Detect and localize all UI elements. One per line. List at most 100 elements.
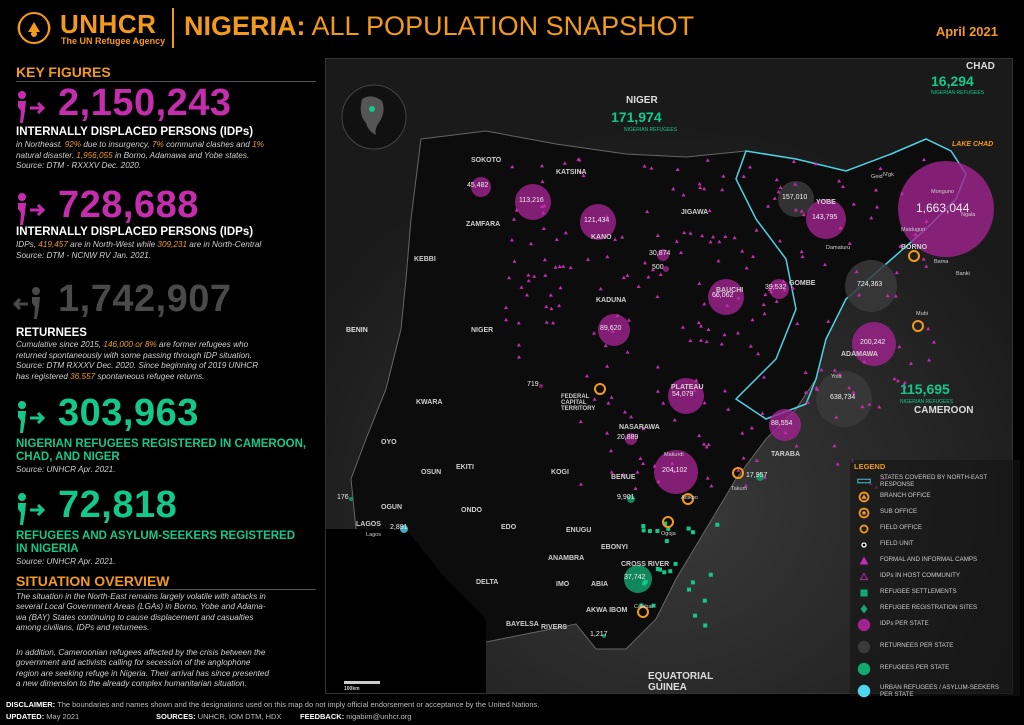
camp-marker xyxy=(726,407,731,411)
camp-marker xyxy=(805,400,810,404)
bubble-yobe-returnees[interactable] xyxy=(778,181,814,217)
bubble-akwa-ibom[interactable] xyxy=(602,634,606,638)
camp-marker xyxy=(629,414,634,419)
camp-marker xyxy=(840,184,845,189)
text: natural disaster. xyxy=(16,150,77,160)
camp-marker xyxy=(578,482,583,486)
camp-marker xyxy=(900,191,905,196)
bubble-adamawa-returnees[interactable] xyxy=(816,371,872,427)
bubble-lagos[interactable] xyxy=(400,525,408,533)
bubble-kano-2[interactable] xyxy=(663,266,669,272)
camp-marker xyxy=(610,329,615,333)
camp-marker xyxy=(658,272,663,277)
bubble-kano[interactable] xyxy=(657,249,669,261)
bubble-katsina[interactable] xyxy=(580,204,616,240)
bubble-value: 176 xyxy=(337,494,349,501)
state-label-federal-capital-territory: FEDERAL CAPITAL TERRITORY xyxy=(561,394,596,412)
legend-item: SUB OFFICE xyxy=(854,506,1018,520)
camp-marker xyxy=(672,469,677,473)
bubble-taraba[interactable] xyxy=(769,409,801,441)
refugee-settlement-marker xyxy=(658,567,663,572)
camp-marker xyxy=(656,479,661,484)
pct-insurgency: 92% xyxy=(64,140,82,149)
bubble-adamawa-idps[interactable] xyxy=(852,322,896,366)
idps-northeast-figure: 2,150,243 INTERNALLY DISPLACED PERSONS (… xyxy=(12,82,317,181)
state-label-anambra: ANAMBRA xyxy=(548,555,585,562)
legend-item: REFUGEE SETTLEMENTS xyxy=(854,586,1018,600)
camp-marker xyxy=(714,293,719,298)
bubble-bauchi[interactable] xyxy=(708,279,744,315)
state-label-katsina: KATSINA xyxy=(556,169,587,176)
cameroon-refugees-sub: NIGERIAN REFUGEES xyxy=(900,399,954,405)
niger-refugees-sub: NIGERIAN REFUGEES xyxy=(624,127,678,133)
camp-marker xyxy=(609,470,614,474)
nigerian-refugees-value: 303,963 xyxy=(58,392,199,434)
eq-guinea-2: GUINEA xyxy=(648,682,687,693)
camp-marker xyxy=(921,157,926,162)
camp-marker xyxy=(605,364,610,368)
camp-marker xyxy=(577,157,582,162)
camp-marker xyxy=(781,279,786,283)
legend-label: SUB OFFICE xyxy=(880,508,918,515)
office-marker[interactable] xyxy=(637,606,649,618)
town-label-takum: Takum xyxy=(731,486,748,492)
camp-marker xyxy=(584,373,589,378)
text: government and activists calling for sec… xyxy=(16,658,251,668)
camp-marker xyxy=(558,285,563,290)
bubble-taraba-refugees[interactable] xyxy=(756,473,764,481)
feedback-link[interactable]: nigabim@unhcr.org xyxy=(344,712,412,721)
office-marker[interactable] xyxy=(908,250,920,262)
camp-marker xyxy=(642,164,647,168)
bubble-borno-idps[interactable] xyxy=(898,161,994,257)
bubble-kaduna[interactable] xyxy=(598,314,630,346)
camp-marker xyxy=(542,203,547,208)
bubble-yobe-idps[interactable] xyxy=(806,199,846,239)
office-marker[interactable] xyxy=(594,383,606,395)
camp-marker xyxy=(702,186,707,191)
state-label-kwara: KWARA xyxy=(416,399,443,406)
camp-marker xyxy=(774,177,779,182)
bubble-benue-refugees[interactable] xyxy=(627,495,635,503)
bubble-ogun[interactable] xyxy=(349,497,353,501)
camp-marker xyxy=(516,320,521,325)
office-marker[interactable] xyxy=(682,493,694,505)
state-label-yobe: YOBE xyxy=(816,199,836,206)
text: spontaneous refugee returns. xyxy=(95,371,205,381)
bubble-fct[interactable] xyxy=(539,384,543,388)
camp-marker xyxy=(682,230,687,235)
bubble-nasarawa[interactable] xyxy=(625,433,637,445)
nigeria-map[interactable]: NIGER 171,974 NIGERIAN REFUGEES CHAD 16,… xyxy=(325,58,1013,694)
camp-marker xyxy=(800,254,805,259)
bubble-gombe[interactable] xyxy=(769,279,789,299)
nigerian-refugees-label-1: NIGERIAN REFUGEES REGISTERED IN CAMEROON… xyxy=(16,438,307,450)
bubble-zamfara[interactable] xyxy=(515,184,551,220)
camp-marker xyxy=(832,443,837,448)
ne-border-icon xyxy=(857,478,871,484)
state-label-ebonyi: EBONYI xyxy=(601,544,628,551)
camp-marker xyxy=(627,318,632,322)
legend-label: FIELD OFFICE xyxy=(880,524,922,531)
refugee-settlement-marker xyxy=(686,587,691,592)
camp-marker xyxy=(867,402,872,406)
camp-marker xyxy=(762,375,767,379)
bubble-benue[interactable] xyxy=(654,450,698,494)
camp-marker xyxy=(625,273,630,277)
bubble-cross-river[interactable] xyxy=(624,565,652,593)
office-marker[interactable] xyxy=(912,320,924,332)
camp-marker xyxy=(615,313,620,317)
bubble-plateau[interactable] xyxy=(668,378,704,414)
camp-marker xyxy=(898,244,903,248)
idps-northeast-label: INTERNALLY DISPLACED PERSONS (IDPs) xyxy=(16,126,254,138)
office-marker[interactable] xyxy=(662,516,674,528)
camp-marker xyxy=(847,385,852,390)
camp-marker xyxy=(826,319,831,323)
returnee-person-icon xyxy=(12,287,40,319)
legend-item: RETURNEES PER STATE xyxy=(854,640,1018,660)
camp-marker xyxy=(706,442,711,447)
camp-marker xyxy=(716,258,721,263)
bubble-sokoto[interactable] xyxy=(471,177,491,197)
office-marker[interactable] xyxy=(732,467,744,479)
state-label-edo: EDO xyxy=(501,524,517,531)
camp-marker xyxy=(877,404,882,409)
map-legend: LEGEND STATES COVERED BY NORTH-EAST RESP… xyxy=(850,460,1020,698)
